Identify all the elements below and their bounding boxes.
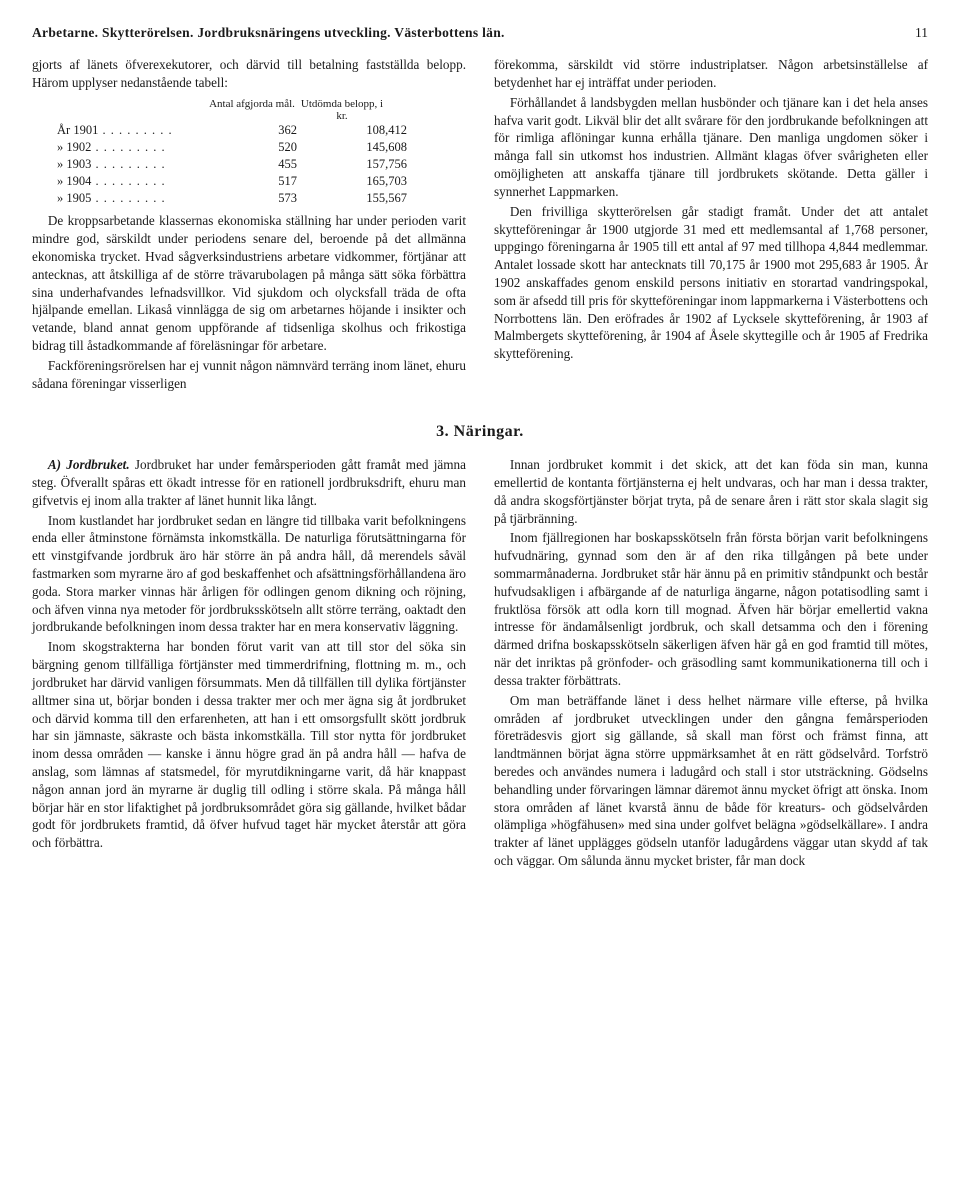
- year-label: » 1904: [57, 173, 207, 190]
- body-paragraph: Inom fjällregionen har boskapsskötseln f…: [494, 529, 928, 689]
- body-paragraph: De kroppsarbetande klassernas ekonomiska…: [32, 212, 466, 355]
- amount-cell: 108,412: [317, 122, 427, 139]
- body-paragraph: förekomma, särskildt vid större industri…: [494, 56, 928, 92]
- table-row: » 1905 573 155,567: [57, 190, 466, 207]
- count-cell: 362: [207, 122, 317, 139]
- count-cell: 520: [207, 139, 317, 156]
- table-row: År 1901 362 108,412: [57, 122, 466, 139]
- amount-cell: 165,703: [317, 173, 427, 190]
- section-heading: 3. Näringar.: [32, 421, 928, 443]
- table-row: » 1904 517 165,703: [57, 173, 466, 190]
- lead-term: A) Jordbruket.: [48, 457, 130, 472]
- body-paragraph: Den frivilliga skytterörelsen går stadig…: [494, 203, 928, 363]
- amount-cell: 157,756: [317, 156, 427, 173]
- body-paragraph: A) Jordbruket. Jordbruket har under femå…: [32, 456, 466, 509]
- year-label: » 1902: [57, 139, 207, 156]
- page-number: 11: [915, 24, 928, 42]
- body-paragraph: Om man beträffande länet i dess helhet n…: [494, 692, 928, 870]
- amount-cell: 155,567: [317, 190, 427, 207]
- year-label: År 1901: [57, 122, 207, 139]
- amount-cell: 145,608: [317, 139, 427, 156]
- col-header-amount: Utdömda belopp, i kr.: [297, 98, 387, 122]
- body-paragraph: Fackföreningsrörelsen har ej vunnit någo…: [32, 357, 466, 393]
- body-paragraph: Inom skogstrakterna har bonden förut var…: [32, 638, 466, 852]
- body-paragraph: Inom kustlandet har jordbruket sedan en …: [32, 512, 466, 637]
- cases-table: Antal afgjorda mål. Utdömda belopp, i kr…: [57, 98, 466, 207]
- table-header: Antal afgjorda mål. Utdömda belopp, i kr…: [57, 98, 466, 122]
- col-header-count: Antal afgjorda mål.: [207, 98, 297, 122]
- count-cell: 455: [207, 156, 317, 173]
- year-label: » 1905: [57, 190, 207, 207]
- table-row: » 1902 520 145,608: [57, 139, 466, 156]
- count-cell: 573: [207, 190, 317, 207]
- header-title: Arbetarne. Skytterörelsen. Jordbruksnäri…: [32, 24, 505, 42]
- body-paragraph: Innan jordbruket kommit i det skick, att…: [494, 456, 928, 527]
- section3-columns: A) Jordbruket. Jordbruket har under femå…: [32, 456, 928, 870]
- intro-paragraph: gjorts af länets öfverexekutorer, och dä…: [32, 56, 466, 92]
- count-cell: 517: [207, 173, 317, 190]
- top-columns: gjorts af länets öfverexekutorer, och dä…: [32, 56, 928, 392]
- table-row: » 1903 455 157,756: [57, 156, 466, 173]
- running-header: Arbetarne. Skytterörelsen. Jordbruksnäri…: [32, 24, 928, 42]
- body-paragraph: Förhållandet å landsbygden mellan husbön…: [494, 94, 928, 201]
- year-label: » 1903: [57, 156, 207, 173]
